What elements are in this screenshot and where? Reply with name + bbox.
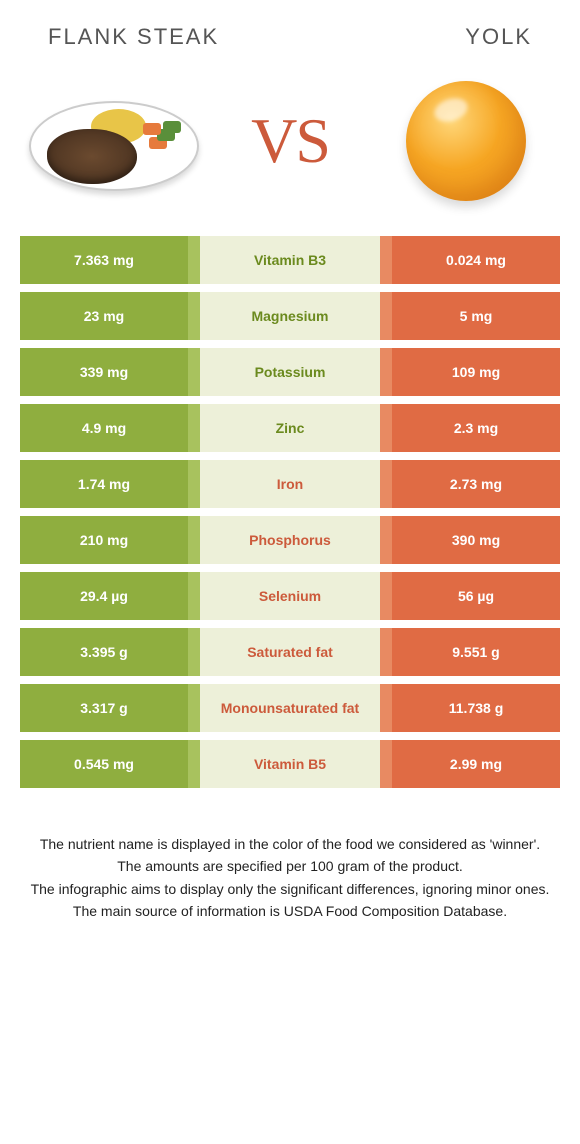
- cell-right-shade: [380, 628, 392, 676]
- cell-right-shade: [380, 460, 392, 508]
- table-row: 0.545 mgVitamin B52.99 mg: [20, 740, 560, 788]
- cell-nutrient-label: Selenium: [200, 572, 380, 620]
- cell-right-value: 2.73 mg: [392, 460, 560, 508]
- cell-left-value: 23 mg: [20, 292, 188, 340]
- footer-line: The nutrient name is displayed in the co…: [28, 834, 552, 854]
- cell-left-shade: [188, 740, 200, 788]
- cell-right-value: 109 mg: [392, 348, 560, 396]
- table-row: 4.9 mgZinc2.3 mg: [20, 404, 560, 452]
- food-right-image: [376, 76, 556, 206]
- table-row: 7.363 mgVitamin B30.024 mg: [20, 236, 560, 284]
- cell-right-shade: [380, 348, 392, 396]
- cell-nutrient-label: Potassium: [200, 348, 380, 396]
- cell-left-value: 29.4 µg: [20, 572, 188, 620]
- cell-right-shade: [380, 404, 392, 452]
- cell-nutrient-label: Vitamin B3: [200, 236, 380, 284]
- cell-left-value: 1.74 mg: [20, 460, 188, 508]
- cell-nutrient-label: Zinc: [200, 404, 380, 452]
- cell-nutrient-label: Saturated fat: [200, 628, 380, 676]
- footer-notes: The nutrient name is displayed in the co…: [0, 788, 580, 921]
- cell-left-value: 3.317 g: [20, 684, 188, 732]
- cell-right-value: 56 µg: [392, 572, 560, 620]
- table-row: 23 mgMagnesium5 mg: [20, 292, 560, 340]
- cell-left-shade: [188, 516, 200, 564]
- table-row: 3.317 gMonounsaturated fat11.738 g: [20, 684, 560, 732]
- footer-line: The infographic aims to display only the…: [28, 879, 552, 899]
- cell-right-value: 11.738 g: [392, 684, 560, 732]
- table-row: 210 mgPhosphorus390 mg: [20, 516, 560, 564]
- title-right: YOLK: [465, 24, 532, 50]
- cell-left-value: 4.9 mg: [20, 404, 188, 452]
- table-row: 29.4 µgSelenium56 µg: [20, 572, 560, 620]
- cell-right-shade: [380, 236, 392, 284]
- footer-line: The amounts are specified per 100 gram o…: [28, 856, 552, 876]
- cell-nutrient-label: Vitamin B5: [200, 740, 380, 788]
- cell-left-value: 0.545 mg: [20, 740, 188, 788]
- cell-right-value: 2.3 mg: [392, 404, 560, 452]
- cell-left-value: 210 mg: [20, 516, 188, 564]
- cell-left-value: 339 mg: [20, 348, 188, 396]
- cell-nutrient-label: Monounsaturated fat: [200, 684, 380, 732]
- cell-nutrient-label: Iron: [200, 460, 380, 508]
- cell-right-value: 0.024 mg: [392, 236, 560, 284]
- cell-right-shade: [380, 516, 392, 564]
- header: FLANK STEAK YOLK: [0, 0, 580, 66]
- cell-left-shade: [188, 684, 200, 732]
- table-row: 339 mgPotassium109 mg: [20, 348, 560, 396]
- cell-nutrient-label: Phosphorus: [200, 516, 380, 564]
- table-row: 1.74 mgIron2.73 mg: [20, 460, 560, 508]
- nutrient-table: 7.363 mgVitamin B30.024 mg 23 mgMagnesium…: [20, 236, 560, 788]
- cell-right-shade: [380, 572, 392, 620]
- cell-right-value: 5 mg: [392, 292, 560, 340]
- cell-left-value: 3.395 g: [20, 628, 188, 676]
- cell-nutrient-label: Magnesium: [200, 292, 380, 340]
- cell-right-shade: [380, 684, 392, 732]
- cell-left-value: 7.363 mg: [20, 236, 188, 284]
- cell-left-shade: [188, 572, 200, 620]
- cell-left-shade: [188, 292, 200, 340]
- cell-right-value: 390 mg: [392, 516, 560, 564]
- footer-line: The main source of information is USDA F…: [28, 901, 552, 921]
- table-row: 3.395 gSaturated fat9.551 g: [20, 628, 560, 676]
- title-left: FLANK STEAK: [48, 24, 219, 50]
- vs-row: VS: [0, 66, 580, 236]
- cell-left-shade: [188, 460, 200, 508]
- cell-left-shade: [188, 236, 200, 284]
- vs-label: VS: [251, 104, 329, 178]
- cell-right-shade: [380, 292, 392, 340]
- cell-right-shade: [380, 740, 392, 788]
- cell-left-shade: [188, 628, 200, 676]
- cell-left-shade: [188, 404, 200, 452]
- cell-right-value: 9.551 g: [392, 628, 560, 676]
- cell-right-value: 2.99 mg: [392, 740, 560, 788]
- food-left-image: [24, 76, 204, 206]
- cell-left-shade: [188, 348, 200, 396]
